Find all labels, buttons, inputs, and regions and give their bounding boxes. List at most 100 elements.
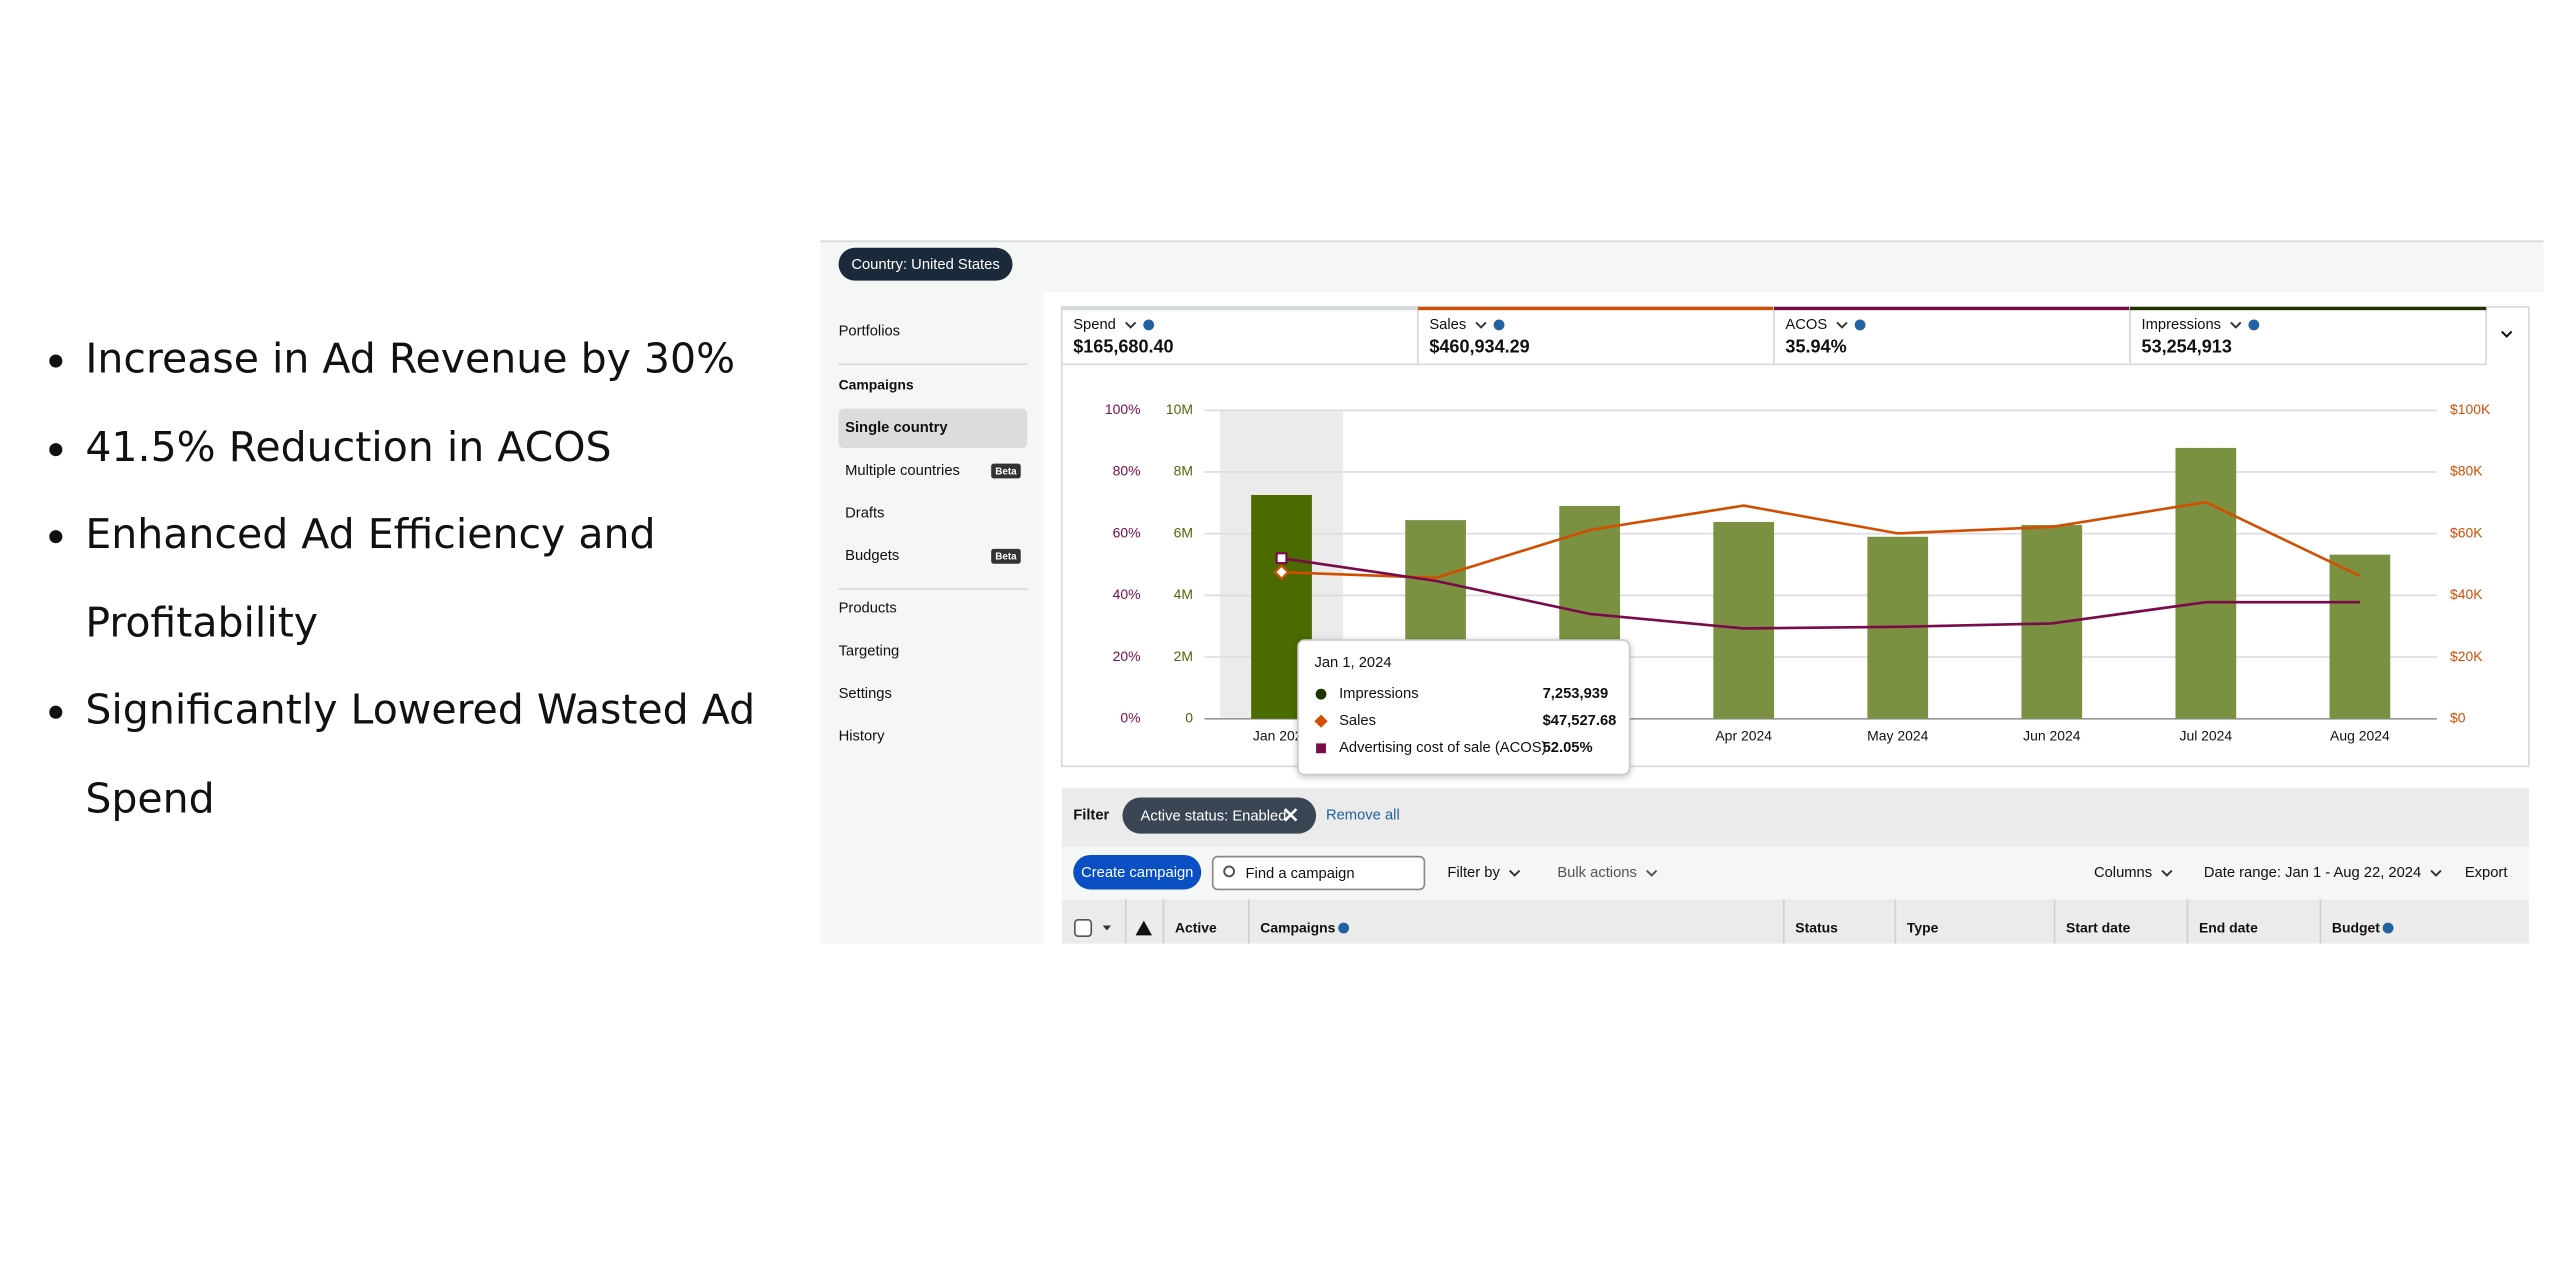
tick-label: 20% xyxy=(1113,648,1141,664)
metric-value: 35.94% xyxy=(1785,337,1846,357)
country-chip-label: Country: United States xyxy=(851,257,999,273)
metric-card[interactable] xyxy=(2129,306,2487,366)
tick-label: $40K xyxy=(2450,586,2483,602)
remove-link[interactable]: Remove all xyxy=(1326,808,1400,824)
chevron xyxy=(1509,869,1521,877)
tooltip-value: 52.05% xyxy=(1543,740,1593,756)
x-tick-label: Jul 2024 xyxy=(2179,728,2232,744)
metric-label: ACOS xyxy=(1785,317,1827,333)
column-header: Active xyxy=(1175,920,1217,936)
metric-value: 53,254,913 xyxy=(2142,337,2232,357)
search-placeholder: Find a campaign xyxy=(1246,866,1355,882)
chevron xyxy=(1836,321,1848,329)
tick-label: $20K xyxy=(2450,648,2483,664)
tick-label: $80K xyxy=(2450,463,2483,479)
metric-accent xyxy=(1417,306,1774,311)
bar xyxy=(2021,525,2083,719)
nav-item[interactable]: Budgets xyxy=(845,548,899,564)
nav-item[interactable]: Drafts xyxy=(845,506,884,522)
legend-label: Advertising cost of sale (ACOS) xyxy=(1339,740,1546,756)
column-header: End date xyxy=(2199,920,2258,936)
columns[interactable]: Columns xyxy=(2094,865,2152,881)
badge-label: Beta xyxy=(995,552,1017,563)
date-range[interactable]: Date range: Jan 1 - Aug 22, 2024 xyxy=(2204,865,2421,881)
x-tick-label: Jun 2024 xyxy=(2023,728,2081,744)
column-header: Campaigns xyxy=(1260,920,1335,936)
legend-marker xyxy=(1314,714,1328,728)
info-icon xyxy=(1493,319,1505,331)
filter-chip[interactable] xyxy=(1122,797,1317,834)
tick-label: 60% xyxy=(1113,524,1141,540)
chevron xyxy=(2161,869,2173,877)
bullet: Enhanced Ad Efficiency and Profitability xyxy=(85,491,812,667)
tooltip-value: 7,253,939 xyxy=(1543,686,1609,702)
bar xyxy=(1713,521,1775,719)
tick-label: 10M xyxy=(1166,401,1193,417)
create-button[interactable] xyxy=(1073,854,1202,890)
metric-card[interactable] xyxy=(1773,306,2131,366)
info-icon xyxy=(2248,319,2260,331)
legend-label: Impressions xyxy=(1339,686,1419,702)
info-icon xyxy=(1338,922,1350,934)
metric-label: Spend xyxy=(1073,317,1116,333)
info-icon xyxy=(1143,319,1155,331)
metric-label: Sales xyxy=(1429,317,1466,333)
bulk-actions[interactable]: Bulk actions xyxy=(1557,865,1637,881)
bullet: 41.5% Reduction in ACOS xyxy=(85,403,812,491)
search-box[interactable] xyxy=(1211,855,1426,891)
line xyxy=(1281,500,2361,580)
chevron xyxy=(1646,869,1658,877)
bullet-list-box: Increase in Ad Revenue by 30%41.5% Reduc… xyxy=(49,315,812,857)
tick-label: $100K xyxy=(2450,401,2491,417)
x-tick-label: Aug 2024 xyxy=(2330,728,2390,744)
tick-label: 4M xyxy=(1174,586,1193,602)
chevron xyxy=(2230,321,2242,329)
nav-selected xyxy=(838,408,1028,449)
bar xyxy=(2329,554,2391,719)
filter-by[interactable]: Filter by xyxy=(1447,865,1500,881)
x-tick-label: Apr 2024 xyxy=(1715,728,1772,744)
search-icon xyxy=(1223,865,1236,878)
filter-label: Filter xyxy=(1073,808,1109,824)
nav-item[interactable]: Multiple countries xyxy=(845,463,960,479)
legend-marker xyxy=(1316,743,1326,754)
badge-label: Beta xyxy=(995,466,1017,477)
tooltip-title: Jan 1, 2024 xyxy=(1314,655,1391,671)
nav-heading: Campaigns xyxy=(839,376,914,392)
bullet: Increase in Ad Revenue by 30% xyxy=(85,315,812,403)
warning-icon xyxy=(1135,920,1152,936)
checkbox[interactable] xyxy=(1074,918,1093,938)
tick-label: 40% xyxy=(1113,586,1141,602)
metric-accent xyxy=(2130,306,2487,311)
bullet: Significantly Lowered Wasted Ad Spend xyxy=(85,666,812,842)
metric-accent xyxy=(1773,306,2131,311)
x-tick-label: May 2024 xyxy=(1867,728,1928,744)
bullet-list: Increase in Ad Revenue by 30%41.5% Reduc… xyxy=(49,315,812,842)
nav-item[interactable]: Targeting xyxy=(839,643,900,659)
tick-label: $60K xyxy=(2450,524,2483,540)
column-header: Type xyxy=(1907,920,1939,936)
nav-item[interactable]: Single country xyxy=(845,420,948,436)
tick-label: 0% xyxy=(1120,709,1140,725)
column-header: Status xyxy=(1795,920,1838,936)
metric-label: Impressions xyxy=(2142,317,2222,333)
x-tick-label: Jan 2024 xyxy=(1253,728,1311,744)
nav-item[interactable]: History xyxy=(839,729,886,745)
point-marker xyxy=(1273,564,1290,581)
tick-label: 6M xyxy=(1174,524,1193,540)
country-chip[interactable] xyxy=(838,247,1013,281)
info-icon xyxy=(1854,319,1866,331)
nav-item[interactable]: Products xyxy=(839,601,897,617)
legend-marker xyxy=(1315,688,1327,700)
tick-label: 80% xyxy=(1113,463,1141,479)
point-marker xyxy=(1275,552,1288,565)
info-icon xyxy=(2382,922,2394,934)
nav-item[interactable]: Settings xyxy=(839,686,892,702)
column-header: Start date xyxy=(2066,920,2131,936)
metric-value: $460,934.29 xyxy=(1429,337,1529,357)
nav-item[interactable]: Portfolios xyxy=(839,323,901,339)
tooltip-value: $47,527.68 xyxy=(1543,713,1617,729)
export[interactable]: Export xyxy=(2465,865,2508,881)
